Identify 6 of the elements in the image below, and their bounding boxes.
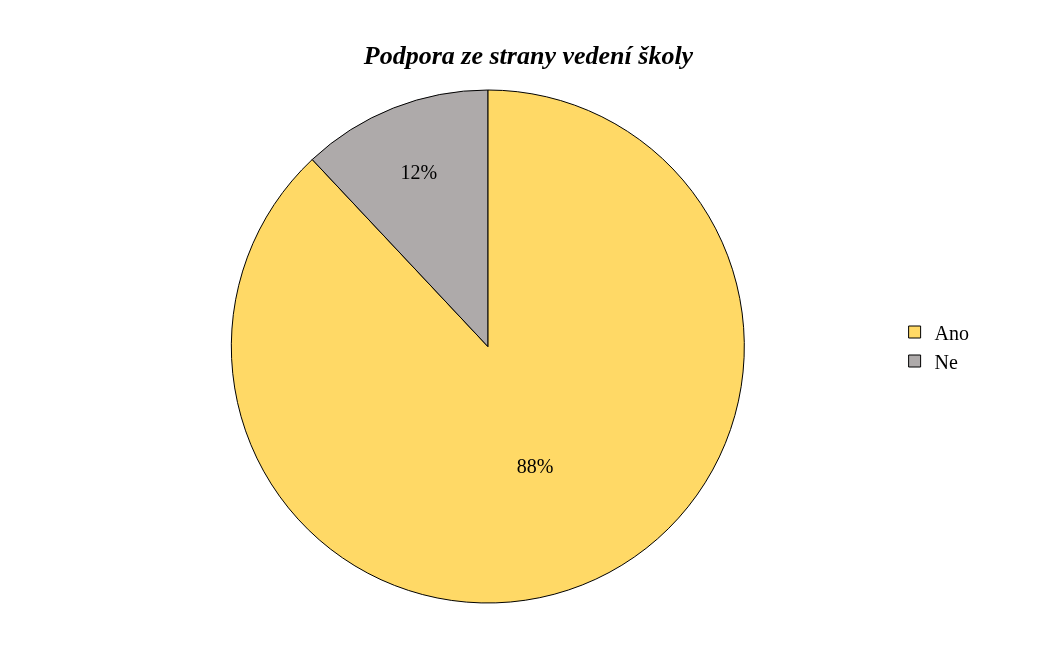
data-label: 12% <box>400 161 438 184</box>
data-label: 88% <box>516 454 554 477</box>
chart-title: Podpora ze strany vedení školy <box>362 40 694 70</box>
legend-label: Ano <box>934 321 970 344</box>
legend-label: Ne <box>934 350 959 373</box>
pie-slice <box>231 89 745 604</box>
